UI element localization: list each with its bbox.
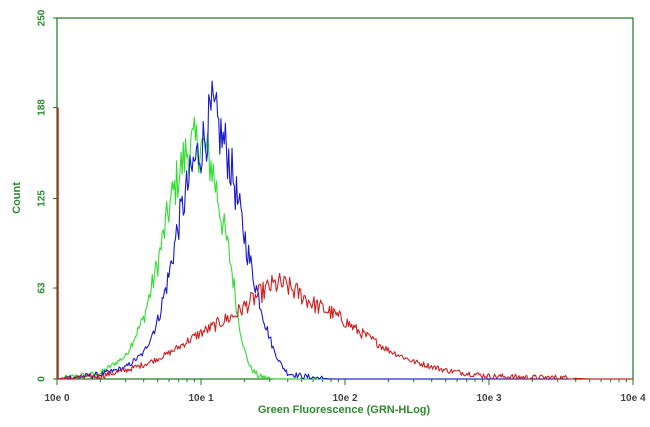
x-tick-label: 10e 0 [44, 393, 69, 404]
red-histogram-line [56, 272, 633, 380]
x-axis-ticks: 10e 0 10e 1 10e 2 10e 3 10e 4 [44, 379, 646, 404]
x-tick-label: 10e 2 [332, 393, 357, 404]
x-tick-label: 10e 1 [188, 393, 213, 404]
x-tick-label: 10e 4 [620, 393, 645, 404]
y-axis-label: Count [11, 182, 23, 214]
y-axis-ticks: 0 63 125 188 250 [37, 9, 57, 382]
y-tick-label: 63 [37, 282, 48, 294]
y-tick-label: 188 [37, 99, 48, 116]
x-tick-label: 10e 3 [476, 393, 501, 404]
plot-frame [56, 17, 634, 380]
y-tick-label: 125 [37, 190, 48, 207]
x-axis-label: Green Fluorescence (GRN-HLog) [258, 404, 431, 416]
y-tick-label: 250 [37, 9, 48, 26]
series-layer [56, 80, 633, 380]
y-tick-label: 0 [37, 376, 48, 382]
